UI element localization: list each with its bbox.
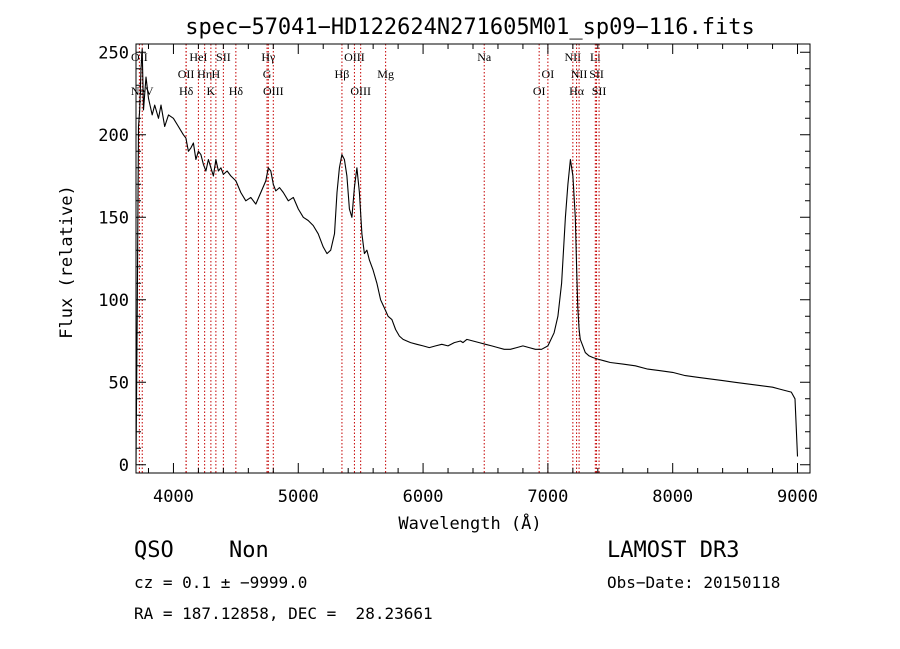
spectral-line-label: HeI [189, 50, 207, 64]
object-class: QSO [134, 538, 174, 563]
spectrum-series-line [135, 48, 799, 465]
y-tick-label: 200 [98, 126, 129, 146]
object-subclass: Non [229, 538, 269, 563]
spectral-line-label: H [212, 67, 221, 81]
y-tick-label: 100 [98, 291, 129, 311]
plot-frame [135, 43, 811, 474]
x-axis-label: Wavelength (Å) [398, 512, 541, 534]
survey-release: LAMOST DR3 [607, 538, 740, 563]
spectral-line-label: NII [571, 67, 588, 81]
spectral-line-label: OIII [344, 50, 365, 64]
x-tick-label: 9000 [777, 487, 818, 507]
spectral-line-label: Na [477, 50, 492, 64]
spectral-line-label: SII [589, 67, 604, 81]
spectral-line-label: NeV [131, 84, 154, 98]
spectral-line-label: Hδ [179, 84, 194, 98]
ra-dec-coordinates: RA = 187.12858, DEC = 28.23661 [134, 604, 433, 623]
spectral-line-label: G [263, 67, 272, 81]
spectral-line-label: OII [178, 67, 195, 81]
spectral-line-label: OI [533, 84, 546, 98]
spectral-line-label: OI [542, 67, 555, 81]
spectral-line-label: Hγ [261, 50, 276, 64]
spectral-line-label: NII [565, 50, 582, 64]
y-axis-label: Flux (relative) [57, 185, 77, 339]
spectral-line-label: Hη [197, 67, 212, 81]
observation-date: Obs−Date: 20150118 [607, 573, 781, 592]
y-tick-label: 0 [119, 456, 129, 476]
y-tick-label: 50 [109, 373, 129, 393]
y-tick-label: 150 [98, 208, 129, 228]
spectral-line-label: Mg [377, 67, 394, 81]
x-tick-label: 5000 [278, 487, 319, 507]
spectral-line-label: SII [592, 84, 607, 98]
x-tick-label: 7000 [527, 487, 568, 507]
x-tick-label: 4000 [153, 487, 194, 507]
spectral-line-label: K [207, 84, 216, 98]
y-tick-label: 250 [98, 43, 129, 63]
plot-area: OIINeVOIIHδHeIHηKHSIIHδGHγOIIIHβOIIIOIII… [98, 43, 818, 507]
spectral-line-label: OIII [263, 84, 284, 98]
spectral-line-label: OII [131, 50, 148, 64]
spectral-line-label: Li [590, 50, 601, 64]
x-tick-label: 6000 [403, 487, 444, 507]
chart-title: spec−57041−HD122624N271605M01_sp09−116.f… [185, 15, 755, 40]
spectral-line-label: Hδ [229, 84, 244, 98]
spectral-line-label: Hα [569, 84, 585, 98]
redshift-cz: cz = 0.1 ± −9999.0 [134, 573, 308, 592]
spectral-line-label: SII [216, 50, 231, 64]
spectral-line-label: OIII [350, 84, 371, 98]
spectral-line-label: Hβ [335, 67, 350, 81]
x-tick-label: 8000 [652, 487, 693, 507]
